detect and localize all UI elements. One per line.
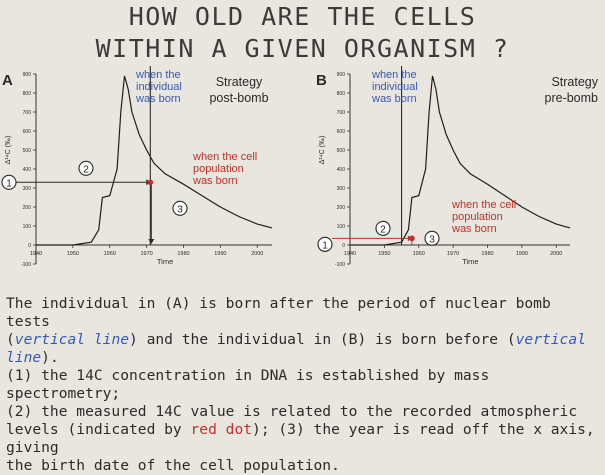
step-marker [424,230,440,246]
step-marker [172,200,188,216]
step-marker [1,174,17,190]
caption-line: (vertical line) and the individual in (B… [6,331,602,367]
step-marker-label: 1 [6,178,12,189]
strategy-label: post-bomb [209,91,268,105]
y-tick-label: 400 [337,167,346,173]
step-marker [375,220,391,236]
x-tick-label: 1970 [141,251,153,257]
annotation-when-cell: population [452,211,503,223]
step-marker-label: 2 [380,224,386,235]
bomb-pulse-charts: 900 800 700 600 500 400 300 200 100 0 -100 1940 1950… [1,66,599,268]
caption-text: the birth date of the cell population. [6,457,340,474]
red-dot [409,235,415,242]
y-tick-label: 800 [337,91,346,97]
x-tick-label: 1980 [481,251,493,257]
panel-letter: A [2,72,13,89]
annotation-when-cell: was born [192,175,238,187]
y-tick-label: 700 [23,110,32,116]
annotation-when-individual: individual [372,81,418,93]
y-tick-label: -100 [335,262,345,268]
x-tick-label: 1950 [378,251,390,257]
caption-text: ) and the individual in (B) is born befo… [129,331,516,348]
x-tick-label: 1960 [413,251,425,257]
step-marker [317,236,333,252]
y-tick-label: 0 [28,243,31,249]
x-tick-label: 2000 [550,251,562,257]
annotation-when-individual: individual [136,81,182,93]
step-marker-label: 1 [322,240,328,251]
y-tick-label: 100 [337,224,346,230]
y-axis-label: Δ¹⁴C (‰) [319,136,326,165]
x-tick-label: 1980 [177,251,189,257]
arrow-head [148,239,155,244]
caption-line: The individual in (A) is born after the … [6,295,602,331]
x-tick-label: 1990 [516,251,528,257]
x-axis-label: Time [157,257,173,266]
x-tick-label: 1950 [67,251,79,257]
caption-italic-text: vertical line [6,331,586,366]
annotation-when-individual: when the [371,69,417,81]
step-marker-label: 2 [83,164,89,175]
y-axis-label: Δ¹⁴C (‰) [5,136,12,165]
strategy-label: pre-bomb [545,91,599,105]
annotation-when-cell: when the cell [451,199,516,211]
y-tick-label: 500 [23,148,32,154]
x-tick-label: 1960 [104,251,116,257]
y-tick-label: 700 [337,110,346,116]
caption-line: levels (indicated by red dot); (3) the y… [6,421,602,457]
atmospheric-14c-curve [350,75,571,246]
y-tick-label: -100 [21,262,31,268]
x-axis-label: Time [462,257,478,266]
caption-text: The individual in (A) is born after the … [6,295,551,330]
y-tick-label: 400 [23,167,32,173]
step-marker [78,160,94,176]
y-tick-label: 900 [23,72,32,78]
strategy-label: Strategy [216,75,263,89]
y-tick-label: 600 [23,129,32,135]
x-tick-label: 1940 [344,251,356,257]
caption-line: (1) the 14C concentration in DNA is esta… [6,367,602,403]
y-tick-label: 200 [337,205,346,211]
annotation-when-cell: when the cell [192,151,257,163]
step-marker-label: 3 [177,204,183,215]
title-line-1: HOW OLD ARE THE CELLS [128,2,477,31]
y-tick-label: 300 [23,186,32,192]
y-tick-label: 200 [23,205,32,211]
y-tick-label: 100 [23,224,32,230]
annotation-when-individual: was born [135,93,181,105]
x-tick-label: 1990 [214,251,226,257]
annotation-when-individual: was born [371,93,417,105]
annotation-when-cell: population [193,163,244,175]
caption-text: (1) the 14C concentration in DNA is esta… [6,367,490,402]
y-tick-label: 600 [337,129,346,135]
title-line-2: WITHIN A GIVEN ORGANISM ? [95,34,510,63]
red-dot [147,179,154,186]
caption-line: the birth date of the cell population. [6,457,602,475]
y-tick-label: 800 [23,91,32,97]
atmospheric-14c-curve [36,75,273,246]
y-tick-label: 0 [342,243,345,249]
y-tick-label: 300 [337,186,346,192]
step-marker-label: 3 [429,234,435,245]
caption-text: (2) the measured 14C value is related to… [6,403,578,420]
x-tick-label: 1970 [447,251,459,257]
caption-text: ( [6,331,15,348]
y-tick-label: 500 [337,148,346,154]
panel-letter: B [316,72,327,89]
caption-italic-text: vertical line [14,331,130,348]
caption-line: (2) the measured 14C value is related to… [6,403,602,421]
x-tick-label: 2000 [251,251,263,257]
annotation-when-cell: was born [451,223,497,235]
annotation-when-individual: when the [135,69,181,81]
strategy-label: Strategy [551,75,598,89]
caption-text: ). [41,349,59,366]
y-tick-label: 900 [337,72,346,78]
caption: The individual in (A) is born after the … [6,295,602,475]
x-tick-label: 1940 [30,251,42,257]
